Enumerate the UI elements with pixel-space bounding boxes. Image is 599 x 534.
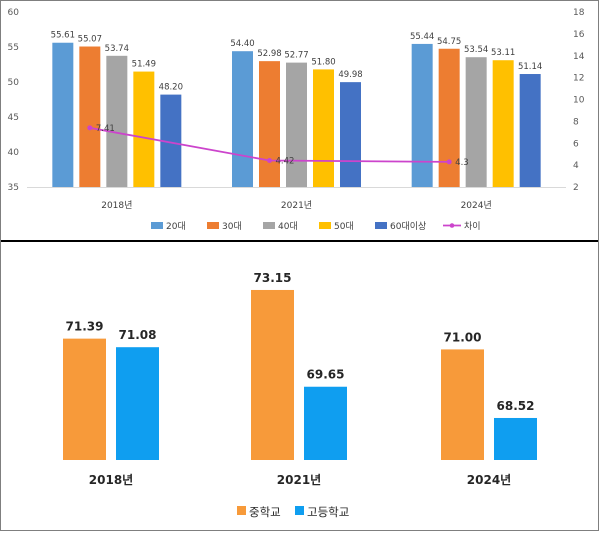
bar-value-label: 52.77: [284, 51, 308, 61]
y-tick-label: 35: [8, 183, 19, 193]
bar: [160, 94, 182, 187]
y2-tick-label: 16: [573, 30, 585, 40]
bar-value-label: 52.98: [257, 49, 281, 59]
bar: [259, 61, 280, 187]
y-tick-label: 60: [8, 8, 20, 18]
bar: [340, 82, 361, 187]
bar: [52, 42, 74, 188]
x-tick-label: 2024년: [461, 200, 492, 211]
bar-value-label: 51.80: [311, 57, 335, 67]
y2-tick-label: 8: [573, 117, 579, 127]
bar: [465, 57, 487, 187]
bar: [519, 74, 541, 187]
x-tick-label: 2018년: [101, 200, 132, 211]
y2-tick-label: 2: [573, 183, 579, 193]
bar-value-label: 55.44: [410, 32, 434, 42]
y2-tick-label: 10: [573, 96, 585, 106]
legend-label: 30대: [222, 221, 242, 232]
difference-value-label: 7.41: [96, 124, 115, 134]
legend-label: 60대이상: [390, 221, 426, 232]
bar-value-label: 53.11: [491, 48, 515, 58]
difference-value-label: 4.3: [455, 158, 469, 168]
legend-label: 20대: [166, 221, 186, 232]
age-group-chart-panel: 35 40 45 50 55 60 2 4 6 8 10 12 14 16 18 55.61 55.07 53.7…: [1, 1, 598, 240]
legend-swatch: [319, 222, 331, 229]
bar-value-label: 55.07: [78, 35, 102, 45]
bar-value-label: 53.74: [105, 44, 129, 54]
panel-divider: [1, 240, 598, 242]
age-group-bar-line-chart: 35 40 45 50 55 60 2 4 6 8 10 12 14 16 18 55.61 55.0753.7…: [8, 8, 585, 232]
legend-swatch: [151, 222, 163, 229]
y2-tick-label: 12: [573, 74, 584, 84]
x-tick-label: 2018년: [89, 473, 133, 487]
legend-line-marker: [449, 223, 455, 228]
legend-label: 차이: [464, 220, 481, 232]
bar: [133, 71, 155, 187]
bar: [492, 60, 514, 188]
y2-tick-label: 14: [573, 52, 585, 62]
x-tick-label: 2021년: [277, 473, 321, 487]
school-level-chart-panel: 71.39 71.08 2018년 73.15 69.65 2021년 71.00 68.52…: [1, 242, 598, 530]
bar-value-label: 53.54: [464, 45, 488, 55]
bar-value-label: 71.00: [444, 330, 482, 344]
legend-swatch: [207, 222, 219, 229]
bar-value-label: 51.49: [132, 60, 156, 70]
y-tick-label: 45: [8, 113, 19, 123]
bar: [106, 55, 128, 187]
x-tick-label: 2024년: [467, 473, 511, 487]
difference-point: [267, 158, 272, 164]
bar-value-label: 48.20: [159, 83, 183, 93]
bar: [286, 62, 307, 187]
y-tick-label: 50: [8, 78, 20, 88]
legend-label: 50대: [334, 221, 354, 232]
bar-value-label: 51.14: [518, 62, 542, 72]
y-tick-label: 55: [8, 43, 19, 53]
legend-swatch: [375, 222, 387, 229]
y2-tick-label: 6: [573, 139, 579, 149]
bar-value-label: 71.08: [119, 328, 157, 342]
bar: [116, 347, 159, 460]
bar-value-label: 54.75: [437, 37, 461, 47]
bar-value-label: 71.39: [66, 320, 104, 334]
bar: [251, 289, 294, 460]
bar: [63, 338, 106, 460]
y-tick-label: 40: [8, 148, 20, 158]
y2-tick-label: 4: [573, 161, 579, 171]
bar-value-label: 49.98: [338, 70, 362, 80]
difference-point: [446, 159, 452, 165]
bar: [79, 46, 101, 188]
bar: [494, 417, 537, 460]
legend-swatch: [237, 506, 246, 515]
bar: [232, 51, 253, 188]
legend-swatch: [295, 506, 304, 515]
bar: [411, 43, 433, 187]
bar: [438, 48, 460, 187]
difference-value-label: 4.42: [276, 157, 295, 167]
difference-point: [87, 125, 93, 131]
school-level-bar-chart: 71.39 71.08 2018년 73.15 69.65 2021년 71.00 68.52…: [63, 271, 537, 519]
bar-value-label: 55.61: [51, 31, 75, 41]
bar: [313, 69, 334, 187]
legend-label: 중학교: [249, 505, 281, 519]
bar-value-label: 68.52: [497, 399, 535, 413]
bar-value-label: 73.15: [254, 271, 292, 285]
x-tick-label: 2021년: [281, 200, 312, 211]
legend-swatch: [263, 222, 275, 229]
bar-value-label: 69.65: [307, 368, 345, 382]
bar: [441, 349, 484, 460]
bar: [304, 386, 347, 460]
legend-label: 40대: [278, 221, 298, 232]
legend-label: 고등학교: [307, 505, 349, 519]
bar-value-label: 54.40: [230, 39, 254, 49]
y2-tick-label: 18: [573, 8, 585, 18]
